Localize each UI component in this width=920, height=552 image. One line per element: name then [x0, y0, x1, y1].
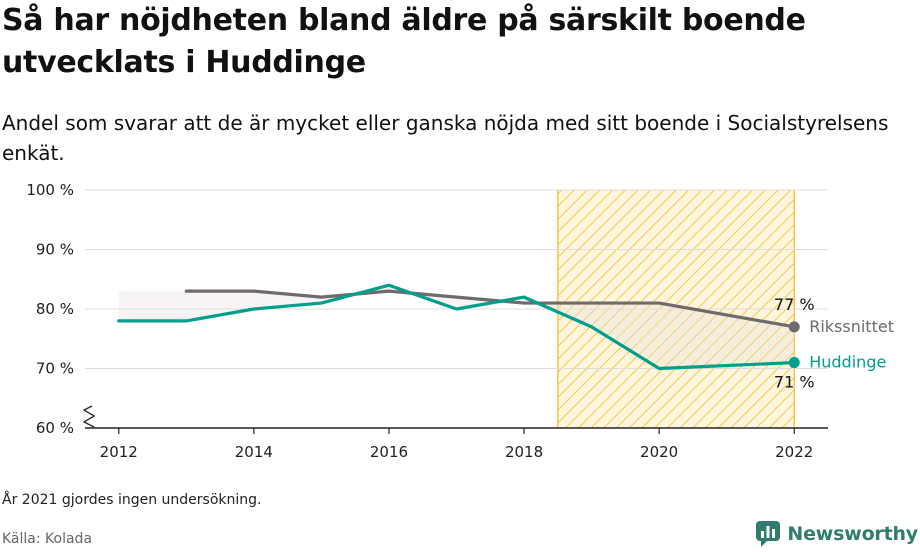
footnote: År 2021 gjordes ingen undersökning.: [2, 492, 262, 508]
y-tick-label: 90 %: [36, 241, 74, 259]
end-point-huddinge: [788, 357, 800, 369]
y-tick-label: 70 %: [36, 360, 74, 378]
brand-name: Newsworthy: [787, 523, 918, 545]
y-tick-label: 100 %: [26, 181, 74, 199]
x-tick-label: 2012: [100, 443, 138, 461]
x-tick-label: 2014: [235, 443, 273, 461]
x-tick-label: 2020: [640, 443, 678, 461]
y-tick-label: 60 %: [36, 419, 74, 437]
axis-break-icon: [82, 405, 96, 428]
brand-logo: Newsworthy: [755, 520, 918, 548]
y-tick-label: 80 %: [36, 300, 74, 318]
x-tick-label: 2022: [775, 443, 813, 461]
series-label-huddinge: Huddinge: [809, 353, 886, 372]
value-label-huddinge: 71 %: [774, 373, 815, 392]
newsworthy-logo-icon: [756, 521, 781, 547]
chart-title: Så har nöjdheten bland äldre på särskilt…: [2, 3, 806, 80]
end-point-riket: [788, 321, 800, 333]
value-label-riket: 77 %: [774, 295, 815, 314]
x-tick-label: 2016: [370, 443, 408, 461]
source-note: Källa: Kolada: [2, 531, 93, 547]
chart-subtitle: Andel som svarar att de är mycket eller …: [2, 111, 889, 165]
series-label-riket: Rikssnittet: [809, 317, 894, 336]
series-line-riket: [184, 289, 796, 329]
x-tick-label: 2018: [505, 443, 543, 461]
series-line-huddinge: [117, 283, 796, 371]
